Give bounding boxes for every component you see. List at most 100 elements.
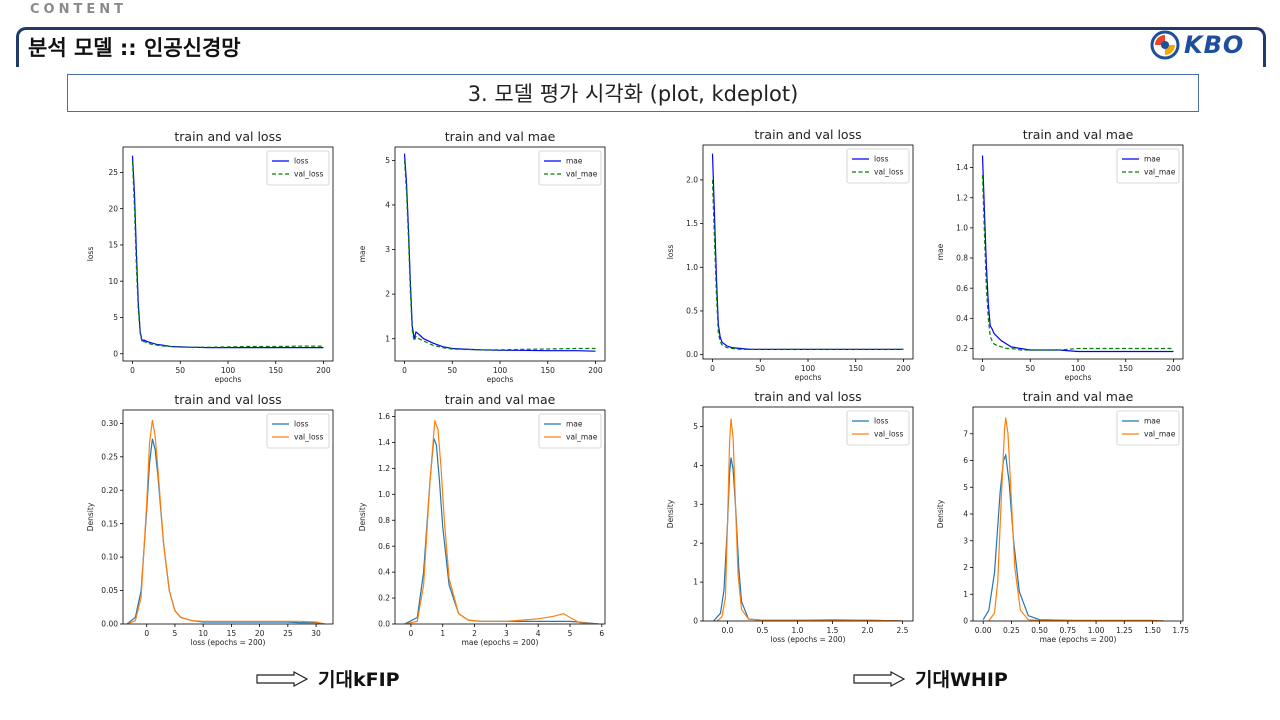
y-tick-label: 1.2	[956, 193, 968, 202]
y-tick-label: 5	[963, 483, 968, 492]
y-tick-label: 0	[113, 349, 118, 358]
x-axis-label: epochs	[795, 373, 822, 382]
y-tick-label: 0.0	[686, 350, 698, 359]
y-tick-label: 15	[108, 241, 118, 250]
y-tick-label: 0.00	[101, 620, 118, 629]
chart-title: train and val mae	[1023, 127, 1134, 142]
legend-label: val_mae	[566, 433, 598, 442]
result-label-kfip: 기대kFIP	[256, 665, 400, 692]
x-tick-label: 6	[599, 629, 604, 638]
y-tick-label: 0.25	[101, 452, 118, 461]
section-title: 3. 모델 평가 시각화 (plot, kdeplot)	[467, 82, 799, 106]
x-axis-label: epochs	[487, 375, 514, 384]
x-tick-label: 5	[568, 629, 573, 638]
legend: loss val_loss	[846, 410, 910, 446]
y-tick-label: 4	[385, 201, 390, 210]
x-tick-label: 1.00	[1088, 626, 1105, 635]
x-tick-label: 100	[1071, 364, 1086, 373]
series-line-val-mae	[981, 175, 1174, 351]
plot-frame	[394, 409, 606, 625]
legend-label: loss	[874, 417, 889, 426]
x-tick-label: 50	[175, 366, 185, 375]
y-tick-label: 2	[385, 290, 390, 299]
arrow-right-icon	[853, 670, 905, 687]
y-tick-label: 2.0	[686, 176, 698, 185]
legend: mae val_mae	[1116, 410, 1180, 446]
chart-title: train and val mae	[445, 392, 556, 407]
legend-label: val_loss	[874, 430, 903, 439]
x-tick-label: 50	[447, 366, 457, 375]
x-axis-label: mae (epochs = 200)	[462, 638, 539, 647]
y-tick-label: 0.8	[378, 516, 390, 525]
series-group	[403, 153, 596, 352]
x-tick-label: 0	[710, 364, 715, 373]
arrow-right-icon	[256, 670, 308, 687]
y-tick-label: 2	[963, 563, 968, 572]
y-tick-label: 0.15	[101, 519, 118, 528]
logo-text: KBO	[1184, 31, 1245, 59]
x-tick-label: 200	[588, 366, 603, 375]
x-axis-label: epochs	[215, 375, 242, 384]
chart-whip-mae-kde: train and val mae 0.00 0.25 0.50 0.75 1.00 1.2…	[918, 387, 1189, 645]
content-tag: CONTENT	[30, 2, 127, 17]
series-line-mae	[403, 153, 596, 352]
x-tick-label: 0.5	[757, 626, 769, 635]
legend: mae val_mae	[538, 413, 602, 449]
series-group	[713, 418, 903, 621]
y-tick-label: 1.6	[378, 412, 390, 421]
legend-label: val_loss	[294, 170, 323, 179]
x-tick-label: 0	[402, 366, 407, 375]
y-tick-label: 3	[693, 500, 698, 509]
series-group	[711, 153, 904, 350]
legend-label: mae	[1144, 155, 1161, 164]
y-tick-label: 1.0	[378, 490, 390, 499]
x-tick-label: 150	[1119, 364, 1134, 373]
y-tick-label: 2	[693, 539, 698, 548]
y-tick-label: 0.5	[686, 307, 698, 316]
series-line-val-mae	[403, 160, 596, 351]
x-tick-label: 200	[1166, 364, 1181, 373]
legend-box	[1116, 148, 1180, 184]
plot-frame	[702, 406, 914, 622]
y-tick-label: 0.2	[378, 594, 390, 603]
y-tick-label: 3	[385, 245, 390, 254]
x-tick-label: 10	[198, 629, 208, 638]
x-tick-label: 100	[493, 366, 508, 375]
x-tick-label: 0	[409, 629, 414, 638]
series-line-mae	[404, 438, 599, 624]
series-group	[981, 155, 1174, 353]
chart-title: train and val loss	[174, 392, 281, 407]
x-tick-label: 4	[536, 629, 541, 638]
y-tick-label: 1.0	[956, 223, 968, 232]
x-tick-label: 0.75	[1059, 626, 1076, 635]
y-axis-label: Density	[358, 502, 367, 531]
x-tick-label: 1.75	[1172, 626, 1189, 635]
y-tick-label: 5	[693, 422, 698, 431]
series-line-val-loss	[131, 161, 324, 348]
x-tick-label: 5	[173, 629, 178, 638]
x-axis-label: loss (epochs = 200)	[771, 635, 846, 644]
y-tick-label: 1	[963, 590, 968, 599]
legend-label: loss	[874, 155, 889, 164]
y-tick-label: 0.8	[956, 254, 968, 263]
x-tick-label: 1.25	[1116, 626, 1133, 635]
x-tick-label: 200	[896, 364, 911, 373]
legend-box	[266, 150, 330, 186]
x-tick-label: 1.5	[827, 626, 839, 635]
chart-kfip-mae-kde: train and val mae 0 1 2 3 4 5 6 0.0 0.2 0.4 0.6 0.8 1…	[340, 390, 610, 648]
y-tick-label: 1	[693, 578, 698, 587]
legend: mae val_mae	[538, 150, 602, 186]
y-tick-label: 1	[385, 334, 390, 343]
y-axis-label: Density	[936, 499, 945, 528]
legend-box	[538, 413, 602, 449]
legend-box	[846, 410, 910, 446]
y-tick-label: 5	[385, 156, 390, 165]
y-tick-label: 0.0	[378, 620, 390, 629]
legend: loss val_loss	[266, 413, 330, 449]
y-tick-label: 0.6	[956, 284, 968, 293]
legend-label: val_mae	[1144, 430, 1176, 439]
y-tick-label: 1.4	[956, 163, 968, 172]
y-tick-label: 0.4	[956, 314, 968, 323]
y-axis-label: Density	[666, 499, 675, 528]
y-tick-label: 0.30	[101, 419, 118, 428]
